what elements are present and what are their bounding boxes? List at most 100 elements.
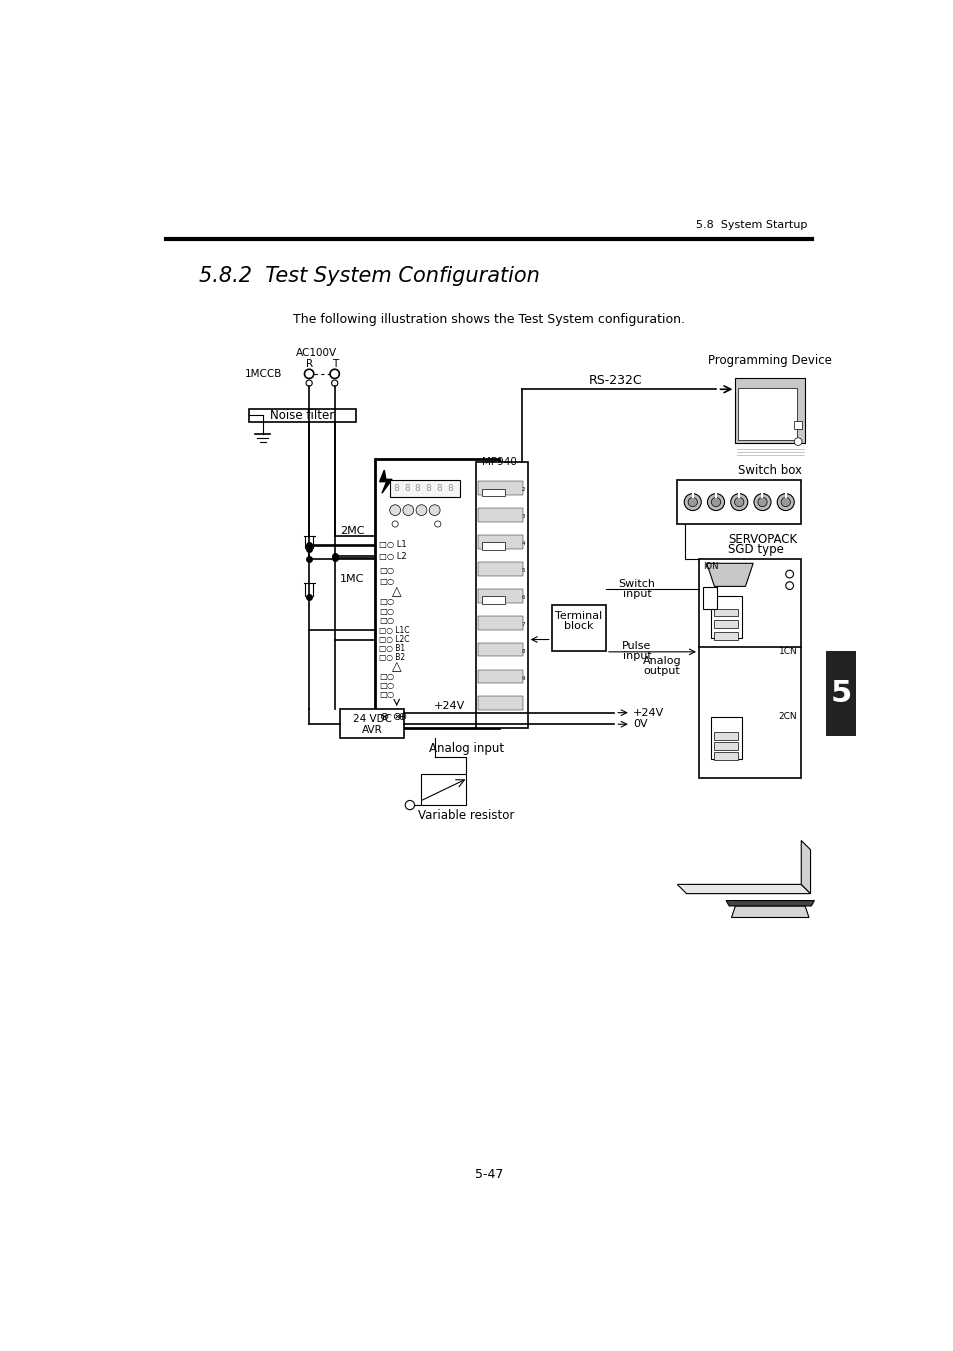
Text: □○: □○ (378, 566, 394, 574)
Circle shape (405, 800, 415, 809)
Text: 0V: 0V (633, 719, 647, 730)
Text: □○: □○ (378, 690, 394, 700)
Text: 5.8  System Startup: 5.8 System Startup (696, 220, 806, 230)
Bar (714, 632, 737, 639)
Bar (825, 651, 855, 736)
Text: □○: □○ (378, 597, 394, 605)
Bar (702, 588, 716, 609)
Circle shape (753, 493, 770, 511)
Circle shape (683, 493, 700, 511)
Text: 8: 8 (436, 484, 442, 493)
Text: □○: □○ (378, 616, 394, 624)
Bar (477, 643, 522, 657)
Bar (477, 670, 522, 684)
Text: □○ L1: □○ L1 (378, 540, 406, 550)
Text: 5: 5 (521, 567, 525, 573)
Circle shape (707, 493, 723, 511)
Polygon shape (801, 840, 810, 893)
Text: 7: 7 (521, 621, 525, 627)
Text: Variable resistor: Variable resistor (417, 809, 514, 821)
Text: 1MC: 1MC (340, 574, 364, 584)
Text: □○: □○ (378, 607, 394, 616)
Polygon shape (706, 563, 753, 586)
Text: Pulse: Pulse (621, 640, 651, 651)
Text: □○ B1: □○ B1 (378, 644, 405, 654)
Text: MP940: MP940 (481, 458, 517, 467)
Bar (476, 462, 527, 728)
Text: 6: 6 (521, 594, 525, 600)
Text: Analog: Analog (641, 657, 680, 666)
Circle shape (416, 505, 427, 516)
Text: block: block (563, 620, 593, 631)
Text: R: R (305, 359, 313, 369)
Text: □○ L2C: □○ L2C (378, 635, 409, 644)
Bar (551, 605, 605, 651)
Circle shape (781, 497, 790, 507)
Bar (699, 559, 801, 778)
Bar (340, 709, 404, 738)
Polygon shape (379, 470, 392, 493)
Text: T: T (332, 359, 337, 369)
Text: Noise filter: Noise filter (270, 409, 335, 422)
Text: AVR: AVR (361, 724, 382, 735)
Bar (481, 596, 505, 604)
Polygon shape (725, 901, 814, 907)
Circle shape (734, 497, 743, 507)
Bar (481, 489, 505, 496)
Text: AC100V: AC100V (296, 349, 337, 358)
Text: □○ L1C: □○ L1C (378, 626, 409, 635)
Bar (477, 535, 522, 549)
Text: 8: 8 (393, 484, 398, 493)
Bar (677, 480, 801, 524)
Text: □○ B2: □○ B2 (378, 654, 405, 662)
Text: output: output (642, 666, 679, 676)
Bar (477, 589, 522, 603)
Bar (249, 408, 355, 423)
Text: SERVOPACK: SERVOPACK (728, 532, 797, 546)
Text: 2MC: 2MC (340, 526, 364, 536)
Text: Analog input: Analog input (429, 742, 503, 755)
Bar (710, 596, 740, 638)
Polygon shape (677, 885, 810, 893)
Text: △: △ (392, 661, 401, 673)
Text: 2: 2 (521, 486, 525, 492)
Text: 8: 8 (447, 484, 453, 493)
Text: 1CN: 1CN (778, 647, 797, 655)
Text: ION: ION (702, 562, 718, 571)
Circle shape (730, 493, 747, 511)
Text: Programming Device: Programming Device (707, 354, 831, 367)
Text: SGD type: SGD type (728, 543, 783, 555)
Text: □○: □○ (378, 681, 394, 690)
Text: input: input (622, 651, 651, 661)
Circle shape (435, 521, 440, 527)
Text: □○ L2: □○ L2 (378, 551, 406, 561)
Bar (477, 481, 522, 494)
Text: ⊗ ⊗: ⊗ ⊗ (379, 712, 401, 721)
Circle shape (794, 438, 801, 446)
Circle shape (777, 493, 794, 511)
Text: 8: 8 (403, 484, 409, 493)
Text: +24V: +24V (633, 708, 663, 717)
Bar (375, 458, 498, 728)
Bar (794, 422, 801, 428)
Circle shape (402, 505, 414, 516)
Text: The following illustration shows the Test System configuration.: The following illustration shows the Tes… (293, 313, 684, 327)
Text: 8: 8 (521, 648, 525, 654)
Bar (714, 742, 737, 750)
Circle shape (390, 505, 400, 516)
Circle shape (687, 497, 697, 507)
Bar (710, 716, 740, 759)
Polygon shape (731, 907, 808, 917)
Text: Switch box: Switch box (738, 463, 801, 477)
Text: 8: 8 (425, 484, 431, 493)
Text: 4: 4 (521, 540, 525, 546)
Text: RS-232C: RS-232C (588, 373, 641, 386)
Text: 1MCCB: 1MCCB (244, 369, 282, 378)
Bar (714, 753, 737, 759)
Bar (477, 697, 522, 711)
Bar (714, 609, 737, 616)
Bar (735, 378, 804, 443)
Text: 5-47: 5-47 (475, 1169, 502, 1181)
Text: 5.8.2  Test System Configuration: 5.8.2 Test System Configuration (199, 266, 539, 286)
Circle shape (711, 497, 720, 507)
